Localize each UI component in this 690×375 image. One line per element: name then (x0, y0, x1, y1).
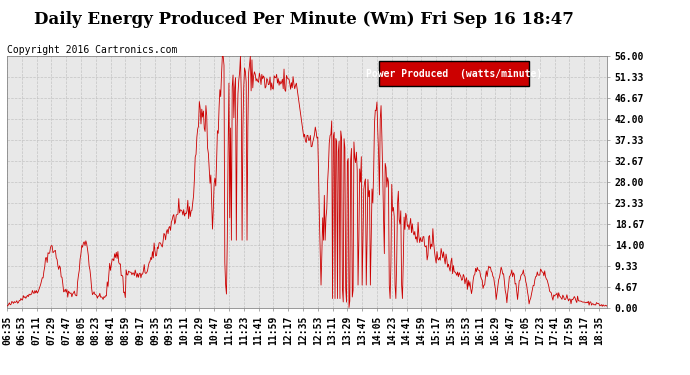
Text: Power Produced  (watts/minute): Power Produced (watts/minute) (366, 69, 542, 79)
Text: Daily Energy Produced Per Minute (Wm) Fri Sep 16 18:47: Daily Energy Produced Per Minute (Wm) Fr… (34, 11, 573, 28)
FancyBboxPatch shape (379, 61, 529, 86)
Text: Copyright 2016 Cartronics.com: Copyright 2016 Cartronics.com (7, 45, 177, 55)
